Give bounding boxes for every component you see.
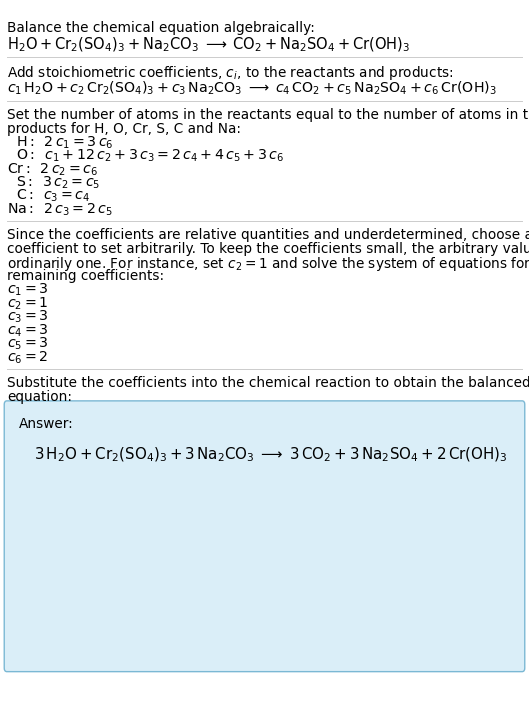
Text: $c_3 = 3$: $c_3 = 3$ — [7, 309, 49, 325]
Text: $\mathrm{H:}\enspace 2\,c_1 = 3\,c_6$: $\mathrm{H:}\enspace 2\,c_1 = 3\,c_6$ — [16, 134, 113, 151]
Text: $c_1\,\mathrm{H_2O} + c_2\,\mathrm{Cr_2(SO_4)_3} + c_3\,\mathrm{Na_2CO_3} \;\lon: $c_1\,\mathrm{H_2O} + c_2\,\mathrm{Cr_2(… — [7, 80, 497, 98]
Text: products for H, O, Cr, S, C and Na:: products for H, O, Cr, S, C and Na: — [7, 122, 241, 136]
Text: $c_5 = 3$: $c_5 = 3$ — [7, 336, 49, 352]
Text: Add stoichiometric coefficients, $c_i$, to the reactants and products:: Add stoichiometric coefficients, $c_i$, … — [7, 64, 453, 81]
Text: $c_1 = 3$: $c_1 = 3$ — [7, 282, 49, 298]
Text: Since the coefficients are relative quantities and underdetermined, choose a: Since the coefficients are relative quan… — [7, 228, 529, 243]
Text: Set the number of atoms in the reactants equal to the number of atoms in the: Set the number of atoms in the reactants… — [7, 108, 529, 122]
FancyBboxPatch shape — [4, 401, 525, 672]
Text: Balance the chemical equation algebraically:: Balance the chemical equation algebraica… — [7, 21, 315, 35]
Text: $c_6 = 2$: $c_6 = 2$ — [7, 349, 48, 366]
Text: $\mathrm{S:}\enspace 3\,c_2 = c_5$: $\mathrm{S:}\enspace 3\,c_2 = c_5$ — [16, 175, 101, 191]
Text: $\mathrm{Na:}\enspace 2\,c_3 = 2\,c_5$: $\mathrm{Na:}\enspace 2\,c_3 = 2\,c_5$ — [7, 201, 113, 218]
Text: remaining coefficients:: remaining coefficients: — [7, 269, 164, 283]
Text: Substitute the coefficients into the chemical reaction to obtain the balanced: Substitute the coefficients into the che… — [7, 376, 529, 390]
Text: $\mathrm{H_2O + Cr_2(SO_4)_3 + Na_2CO_3 \;\longrightarrow\; CO_2 + Na_2SO_4 + Cr: $\mathrm{H_2O + Cr_2(SO_4)_3 + Na_2CO_3 … — [7, 35, 411, 54]
Text: ordinarily one. For instance, set $c_2 = 1$ and solve the system of equations fo: ordinarily one. For instance, set $c_2 =… — [7, 255, 529, 273]
Text: $c_4 = 3$: $c_4 = 3$ — [7, 322, 49, 339]
Text: coefficient to set arbitrarily. To keep the coefficients small, the arbitrary va: coefficient to set arbitrarily. To keep … — [7, 242, 529, 256]
Text: $\mathrm{O:}\enspace c_1 + 12\,c_2 + 3\,c_3 = 2\,c_4 + 4\,c_5 + 3\,c_6$: $\mathrm{O:}\enspace c_1 + 12\,c_2 + 3\,… — [16, 148, 284, 164]
Text: $\mathrm{Cr:}\enspace 2\,c_2 = c_6$: $\mathrm{Cr:}\enspace 2\,c_2 = c_6$ — [7, 161, 98, 177]
Text: Answer:: Answer: — [19, 417, 73, 431]
Text: $c_2 = 1$: $c_2 = 1$ — [7, 296, 48, 312]
Text: $\mathrm{C:}\enspace c_3 = c_4$: $\mathrm{C:}\enspace c_3 = c_4$ — [16, 188, 90, 204]
Text: equation:: equation: — [7, 390, 72, 404]
Text: $3\,\mathrm{H_2O} + \mathrm{Cr_2(SO_4)_3} + 3\,\mathrm{Na_2CO_3} \;\longrightarr: $3\,\mathrm{H_2O} + \mathrm{Cr_2(SO_4)_3… — [34, 445, 508, 464]
